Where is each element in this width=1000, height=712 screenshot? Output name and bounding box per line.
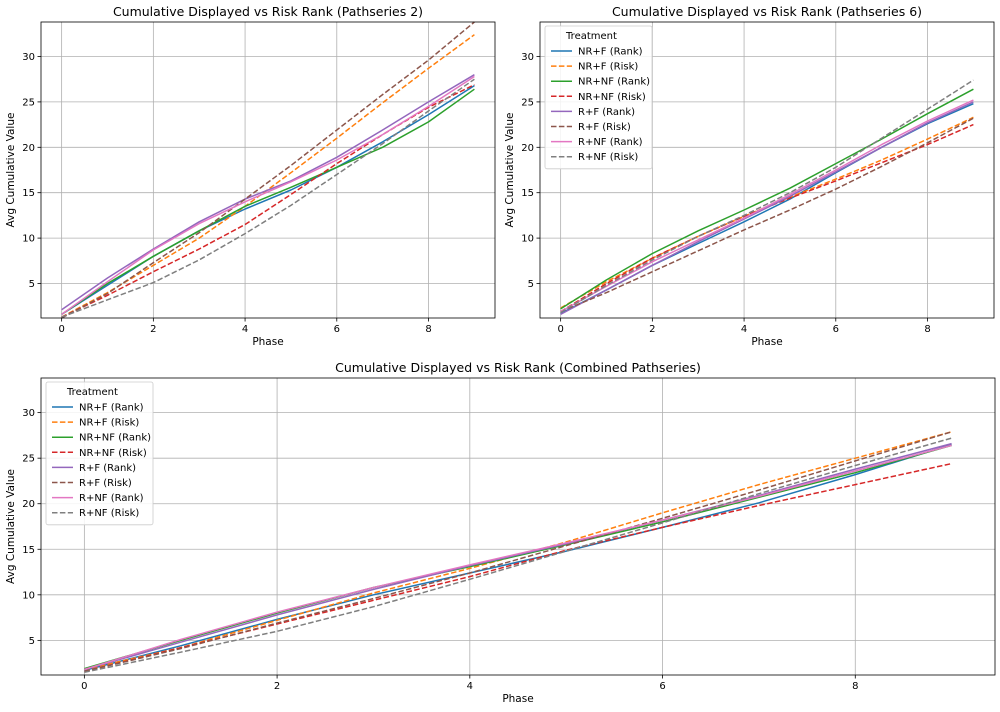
x-tick-label: 4 — [242, 324, 248, 335]
y-tick-label: 20 — [22, 499, 35, 510]
y-tick-label: 30 — [22, 408, 35, 419]
plot-frame — [539, 21, 995, 319]
series-line-r-f-rank — [560, 101, 974, 316]
y-tick-label: 15 — [521, 188, 534, 199]
series-line-nr-nf-rank — [560, 88, 974, 310]
legend-entry: R+F (Risk) — [578, 122, 631, 133]
x-tick-label: 0 — [81, 681, 87, 692]
legend-entry: R+F (Rank) — [79, 463, 136, 474]
series-line-nr-f-risk — [61, 34, 475, 318]
series-line-r-nf-rank — [61, 75, 475, 316]
x-tick-label: 2 — [274, 681, 280, 692]
plot-frame — [40, 21, 496, 319]
x-tick-label: 8 — [425, 324, 431, 335]
series-line-r-nf-rank — [560, 99, 974, 313]
series-line-r-f-risk — [84, 431, 952, 673]
x-tick-label: 8 — [852, 681, 858, 692]
chart-title: Cumulative Displayed vs Risk Rank (Paths… — [612, 4, 922, 19]
series-line-r-f-risk — [61, 21, 475, 319]
legend-entry: R+NF (Risk) — [79, 508, 139, 519]
y-axis-label: Avg Cumulative Value — [5, 469, 17, 584]
y-tick-label: 10 — [521, 234, 534, 245]
y-axis-label: Avg Cumulative Value — [504, 113, 516, 228]
x-tick-label: 4 — [741, 324, 747, 335]
chart-title: Cumulative Displayed vs Risk Rank (Paths… — [113, 4, 423, 19]
series-line-r-nf-risk — [61, 78, 475, 318]
legend-entry: NR+NF (Rank) — [79, 433, 151, 444]
y-tick-label: 10 — [22, 590, 35, 601]
legend-entry: NR+F (Rank) — [578, 47, 643, 58]
series-line-r-nf-rank — [84, 444, 952, 671]
legend-entry: R+F (Rank) — [578, 107, 635, 118]
legend-title: Treatment — [565, 31, 617, 42]
series-line-nr-nf-risk — [84, 462, 952, 673]
y-tick-label: 20 — [521, 143, 534, 154]
legend-entry: R+NF (Rank) — [79, 493, 144, 504]
legend-entry: NR+F (Rank) — [79, 403, 144, 414]
plot-frame — [40, 377, 996, 676]
x-axis-label: Phase — [751, 336, 782, 348]
y-tick-label: 15 — [22, 188, 35, 199]
x-tick-label: 6 — [659, 681, 665, 692]
legend: Treatment NR+F (Rank) NR+F (Risk) NR+NF (Ra… — [45, 381, 154, 526]
legend-box — [544, 25, 653, 170]
x-tick-label: 8 — [924, 324, 930, 335]
legend-entry: NR+NF (Risk) — [578, 92, 646, 103]
x-tick-label: 6 — [833, 324, 839, 335]
x-tick-label: 0 — [58, 324, 64, 335]
legend-entry: R+F (Risk) — [79, 478, 132, 489]
y-tick-label: 25 — [521, 97, 534, 108]
series-line-r-f-risk — [560, 117, 974, 313]
legend: Treatment NR+F (Rank) NR+F (Risk) NR+NF (Ra… — [544, 25, 653, 170]
chart-panel-1: 0 2 4 6 8 5 10 15 20 25 30 Cumulative Displayed vs … — [5, 4, 496, 348]
legend-entry: NR+F (Risk) — [79, 418, 139, 429]
series-line-nr-nf-rank — [84, 444, 952, 670]
y-axis-label: Avg Cumulative Value — [5, 113, 17, 228]
y-tick-label: 5 — [528, 279, 534, 290]
legend-entry: NR+NF (Risk) — [79, 448, 147, 459]
x-tick-label: 2 — [150, 324, 156, 335]
legend-entry: R+NF (Rank) — [578, 137, 643, 148]
series-line-r-nf-risk — [84, 437, 952, 674]
series-line-nr-f-rank — [61, 84, 475, 316]
y-tick-label: 20 — [22, 143, 35, 154]
x-axis-label: Phase — [502, 693, 533, 705]
chart-panel-3: 0 2 4 6 8 5 10 15 20 25 30 Cumulative Displayed vs … — [5, 360, 996, 705]
chart-panel-2: 0 2 4 6 8 5 10 15 20 25 30 Cumulative Displayed vs … — [504, 4, 995, 348]
legend-box — [45, 381, 154, 526]
y-tick-label: 25 — [22, 454, 35, 465]
chart-title: Cumulative Displayed vs Risk Rank (Combi… — [335, 360, 701, 375]
legend-entry: NR+NF (Rank) — [578, 77, 650, 88]
y-tick-label: 10 — [22, 234, 35, 245]
series-line-r-nf-risk — [560, 79, 974, 314]
series-line-nr-f-rank — [84, 443, 952, 672]
series-line-r-f-rank — [84, 442, 952, 671]
legend-entry: R+NF (Risk) — [578, 152, 638, 163]
y-tick-label: 30 — [22, 52, 35, 63]
series-line-r-f-rank — [61, 74, 475, 311]
y-tick-label: 25 — [22, 97, 35, 108]
y-tick-label: 30 — [521, 52, 534, 63]
x-tick-label: 2 — [649, 324, 655, 335]
legend-title: Treatment — [66, 387, 118, 398]
y-tick-label: 15 — [22, 545, 35, 556]
legend-entry: NR+F (Risk) — [578, 62, 638, 73]
x-tick-label: 6 — [334, 324, 340, 335]
x-tick-label: 0 — [557, 324, 563, 335]
series-line-nr-nf-rank — [61, 88, 475, 316]
y-tick-label: 5 — [29, 279, 35, 290]
y-tick-label: 5 — [29, 636, 35, 647]
x-axis-label: Phase — [252, 336, 283, 348]
x-tick-label: 4 — [467, 681, 473, 692]
